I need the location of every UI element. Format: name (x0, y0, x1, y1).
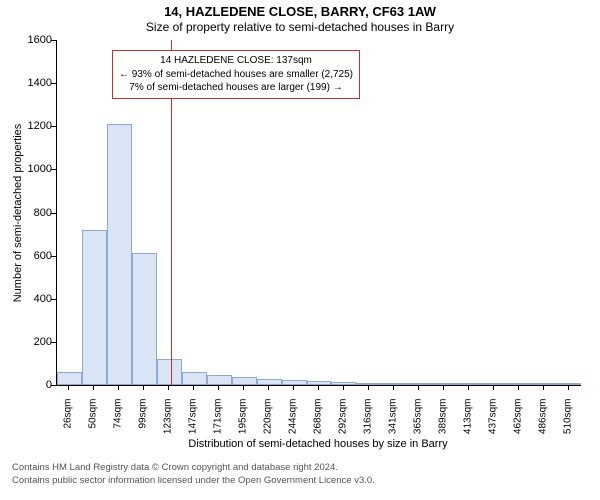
x-tick-mark (218, 385, 219, 390)
histogram-bar (556, 383, 581, 385)
x-tick-mark (293, 385, 294, 390)
x-tick-label: 413sqm (462, 399, 473, 449)
y-tick-label: 0 (12, 379, 52, 391)
chart-title-line1: 14, HAZLEDENE CLOSE, BARRY, CF63 1AW (0, 4, 600, 19)
histogram-bar (506, 383, 531, 385)
x-tick-mark (418, 385, 419, 390)
x-tick-label: 74sqm (113, 399, 124, 449)
y-tick-mark (51, 256, 56, 257)
annotation-line: 7% of semi-detached houses are larger (1… (119, 81, 353, 95)
histogram-bar (481, 383, 506, 385)
histogram-bar (232, 377, 257, 385)
x-tick-mark (143, 385, 144, 390)
y-tick-label: 1400 (12, 77, 52, 89)
x-tick-label: 195sqm (238, 399, 249, 449)
histogram-bar (431, 383, 456, 385)
x-tick-label: 123sqm (163, 399, 174, 449)
x-tick-mark (268, 385, 269, 390)
x-tick-mark (243, 385, 244, 390)
histogram-bar (82, 230, 107, 385)
histogram-bar (107, 124, 132, 385)
x-tick-mark (493, 385, 494, 390)
x-tick-label: 268sqm (313, 399, 324, 449)
y-tick-label: 1600 (12, 34, 52, 46)
x-tick-label: 510sqm (562, 399, 573, 449)
x-tick-label: 437sqm (487, 399, 498, 449)
chart-title-line2: Size of property relative to semi-detach… (0, 20, 600, 34)
y-tick-mark (51, 40, 56, 41)
histogram-bar (381, 383, 406, 385)
histogram-bar (531, 383, 556, 385)
histogram-bar (132, 253, 157, 385)
x-tick-label: 99sqm (138, 399, 149, 449)
footer-attribution: Contains HM Land Registry data © Crown c… (12, 462, 375, 488)
x-tick-label: 316sqm (362, 399, 373, 449)
histogram-bar (456, 383, 481, 385)
x-tick-label: 244sqm (288, 399, 299, 449)
y-tick-mark (51, 126, 56, 127)
histogram-bar (406, 383, 431, 385)
x-tick-label: 341sqm (387, 399, 398, 449)
x-tick-mark (318, 385, 319, 390)
x-tick-label: 26sqm (63, 399, 74, 449)
y-tick-mark (51, 213, 56, 214)
x-tick-mark (193, 385, 194, 390)
x-tick-mark (543, 385, 544, 390)
x-tick-mark (168, 385, 169, 390)
y-tick-mark (51, 83, 56, 84)
x-tick-label: 365sqm (412, 399, 423, 449)
histogram-bar (57, 372, 82, 385)
x-tick-mark (393, 385, 394, 390)
x-tick-label: 50sqm (88, 399, 99, 449)
y-tick-label: 800 (12, 207, 52, 219)
y-tick-label: 1200 (12, 120, 52, 132)
x-tick-label: 171sqm (213, 399, 224, 449)
annotation-line: 14 HAZLEDENE CLOSE: 137sqm (119, 54, 353, 68)
x-tick-mark (118, 385, 119, 390)
x-tick-label: 389sqm (437, 399, 448, 449)
x-tick-mark (468, 385, 469, 390)
x-tick-mark (518, 385, 519, 390)
chart-container: 14, HAZLEDENE CLOSE, BARRY, CF63 1AW Siz… (0, 0, 600, 500)
y-tick-mark (51, 169, 56, 170)
histogram-bar (207, 375, 232, 385)
footer-line: Contains HM Land Registry data © Crown c… (12, 462, 375, 475)
histogram-bar (157, 359, 182, 385)
plot-area: 14 HAZLEDENE CLOSE: 137sqm← 93% of semi-… (56, 40, 581, 386)
y-tick-mark (51, 299, 56, 300)
y-tick-label: 200 (12, 336, 52, 348)
x-tick-mark (443, 385, 444, 390)
x-tick-mark (568, 385, 569, 390)
x-tick-label: 147sqm (188, 399, 199, 449)
x-tick-label: 486sqm (537, 399, 548, 449)
x-tick-mark (93, 385, 94, 390)
y-tick-label: 1000 (12, 163, 52, 175)
histogram-bar (331, 382, 356, 385)
annotation-line: ← 93% of semi-detached houses are smalle… (119, 68, 353, 82)
histogram-bar (356, 383, 381, 385)
x-tick-label: 220sqm (263, 399, 274, 449)
x-tick-mark (68, 385, 69, 390)
y-tick-label: 400 (12, 293, 52, 305)
x-tick-mark (368, 385, 369, 390)
x-tick-mark (343, 385, 344, 390)
annotation-box: 14 HAZLEDENE CLOSE: 137sqm← 93% of semi-… (112, 50, 360, 99)
y-tick-label: 600 (12, 250, 52, 262)
x-tick-label: 462sqm (512, 399, 523, 449)
y-tick-mark (51, 342, 56, 343)
y-tick-mark (51, 385, 56, 386)
histogram-bar (182, 372, 207, 385)
footer-line: Contains public sector information licen… (12, 475, 375, 488)
x-tick-label: 292sqm (337, 399, 348, 449)
